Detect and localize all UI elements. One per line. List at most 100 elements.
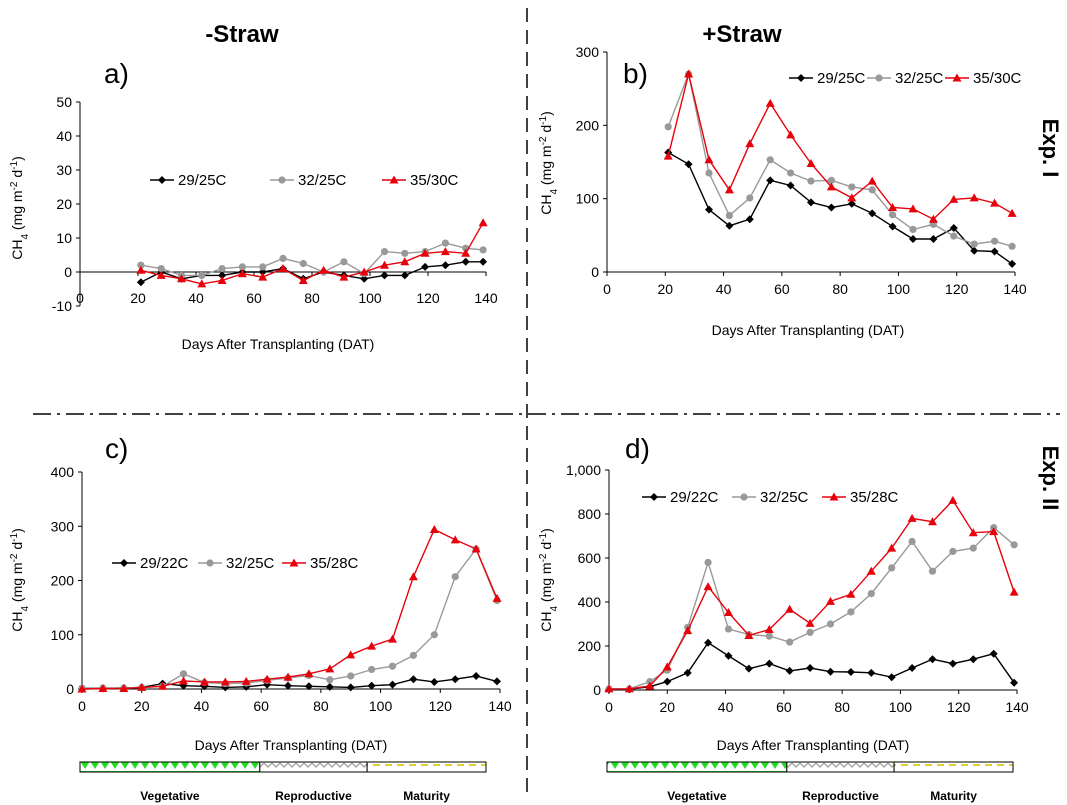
x-tick-label: 80: [304, 290, 320, 306]
data-point: [217, 276, 227, 284]
x-tick-label: 0: [603, 281, 611, 297]
data-point: [421, 262, 430, 271]
data-point: [451, 675, 460, 684]
y-tick-label: 0: [591, 264, 599, 280]
data-point: [866, 566, 876, 575]
data-point: [705, 205, 713, 214]
x-tick-label: 40: [716, 281, 732, 297]
legend-marker: [278, 176, 286, 184]
data-point: [948, 659, 957, 668]
data-point: [279, 254, 287, 262]
x-tick-label: 40: [194, 698, 210, 714]
data-point: [991, 237, 999, 245]
series-35-28C: [77, 525, 502, 693]
data-point: [278, 264, 288, 273]
x-tick-label: 100: [358, 290, 382, 306]
data-point: [441, 261, 450, 270]
data-point: [77, 684, 87, 693]
legend-label: 35/30C: [973, 70, 1022, 87]
x-tick-label: 60: [253, 698, 269, 714]
data-point: [326, 676, 334, 684]
experiment-label-bottom: Exp. II: [1038, 446, 1063, 511]
data-point: [807, 198, 815, 207]
data-point: [867, 590, 875, 598]
series-35-30C: [136, 218, 488, 288]
data-point: [969, 193, 979, 202]
x-tick-label: 120: [945, 281, 969, 297]
x-tick-label: 120: [429, 698, 453, 714]
data-point: [970, 240, 978, 248]
data-point: [867, 668, 876, 677]
x-tick-label: 140: [1003, 281, 1027, 297]
column-title-right: +Straw: [702, 21, 782, 48]
series-29-25C: [664, 148, 1017, 268]
y-tick-label: 300: [51, 518, 75, 534]
data-point: [969, 544, 977, 552]
legend-label: 29/25C: [817, 70, 866, 87]
x-tick-label: 40: [718, 699, 734, 715]
column-title-left: -Straw: [205, 21, 279, 48]
y-tick-label: 100: [576, 191, 600, 207]
stage-segment-vegetative: [79, 761, 261, 773]
stage-label-vegetative: Vegetative: [140, 789, 200, 803]
legend-label: 32/25C: [895, 70, 944, 87]
legend-label: 35/28C: [310, 555, 359, 572]
x-tick-label: 120: [416, 290, 440, 306]
stage-segment-reproductive: [259, 761, 368, 773]
data-point: [949, 194, 959, 203]
data-point: [238, 263, 246, 271]
data-point: [388, 680, 397, 689]
data-point: [703, 582, 713, 591]
data-point: [744, 664, 753, 673]
data-point: [319, 265, 329, 274]
data-point: [724, 185, 734, 194]
data-point: [664, 123, 672, 131]
y-tick-label: 200: [578, 638, 602, 654]
x-tick-label: 140: [1005, 699, 1029, 715]
data-point: [1007, 208, 1017, 217]
x-tick-label: 60: [246, 290, 262, 306]
data-point: [704, 155, 714, 164]
data-point: [847, 193, 857, 202]
data-point: [990, 247, 999, 256]
data-point: [368, 665, 376, 674]
x-tick-label: 100: [889, 699, 913, 715]
data-point: [765, 98, 775, 107]
data-point: [471, 544, 481, 553]
data-point: [624, 684, 634, 693]
stage-segment-reproductive: [786, 761, 895, 773]
x-tick-label: 120: [947, 699, 971, 715]
data-point: [928, 567, 937, 575]
data-point: [218, 271, 227, 280]
data-point: [968, 528, 978, 537]
x-tick-label: 140: [488, 698, 512, 714]
data-point: [478, 218, 488, 227]
x-axis-title: Days After Transplanting (DAT): [712, 322, 905, 338]
data-point: [744, 630, 754, 639]
data-point: [725, 211, 734, 220]
stage-label-vegetative: Vegetative: [667, 789, 727, 803]
data-point: [409, 675, 418, 684]
data-point: [198, 271, 206, 279]
data-point: [969, 655, 978, 664]
data-point: [429, 525, 439, 534]
panel-label: b): [623, 58, 648, 89]
experiment-label-top: Exp. I: [1038, 119, 1063, 178]
data-point: [662, 662, 672, 671]
y-tick-label: 200: [51, 573, 75, 589]
y-tick-label: 600: [578, 550, 602, 566]
legend-marker: [829, 492, 839, 501]
legend-label: 32/25C: [298, 172, 347, 189]
data-point: [724, 625, 733, 633]
chart-panel-c: c) 0 100 200 300 400 0 20 40 60 80 100 120 140 Days Af…: [9, 433, 512, 753]
y-axis-title: CH4 (mg m-2 d-1): [538, 111, 560, 215]
stage-label-maturity: Maturity: [930, 789, 977, 803]
y-tick-label: 10: [56, 230, 72, 246]
legend-label: 32/25C: [760, 489, 809, 506]
panel-label: c): [105, 433, 128, 464]
data-point: [479, 246, 487, 254]
x-tick-label: 0: [78, 698, 86, 714]
data-point: [785, 666, 794, 675]
stage-label-maturity: Maturity: [403, 789, 450, 803]
